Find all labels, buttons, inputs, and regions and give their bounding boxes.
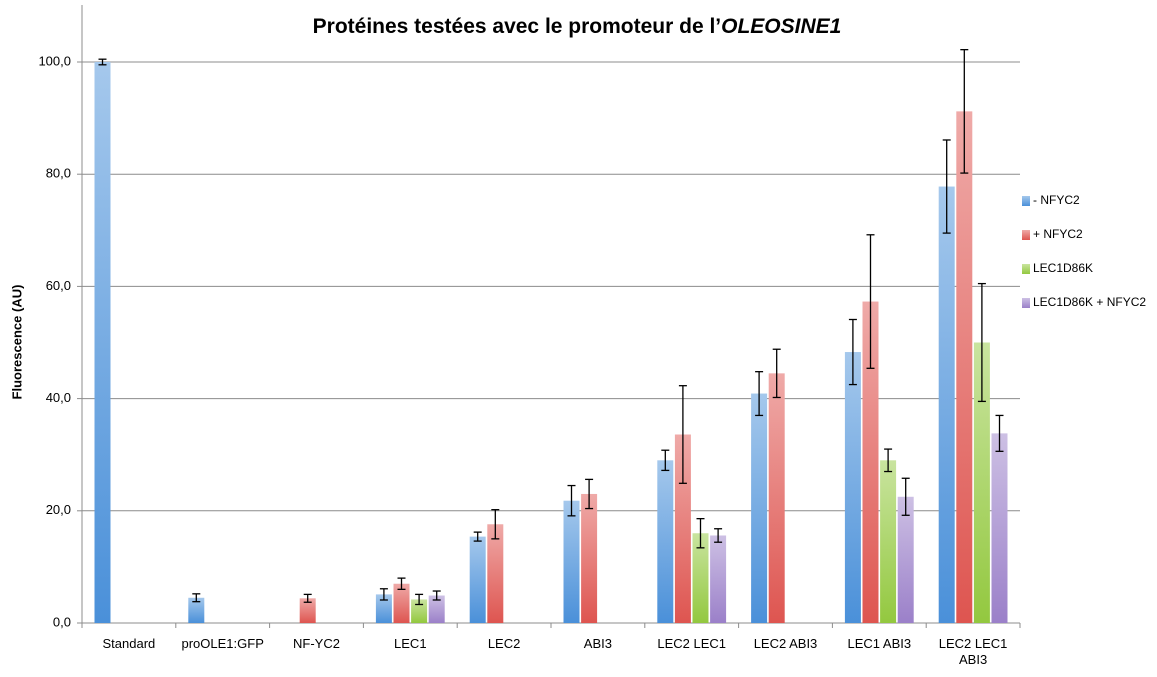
error-bar	[473, 531, 482, 542]
error-bar	[884, 448, 893, 473]
error-bar	[960, 49, 969, 174]
bar	[862, 301, 879, 623]
x-tick-label: ABI3	[583, 636, 612, 651]
y-axis-title: Fluorescence (AU)	[9, 285, 24, 400]
bar	[692, 533, 709, 623]
y-tick-label: 0,0	[53, 614, 71, 629]
x-tick-label: Standard	[102, 636, 156, 651]
bar	[751, 393, 768, 623]
bar	[393, 583, 410, 623]
x-tick-label: LEC2 LEC1 ABI3	[938, 636, 1008, 667]
legend-label: + NFYC2	[1033, 227, 1083, 241]
error-bar	[866, 234, 875, 369]
bar	[299, 598, 316, 623]
bar	[938, 186, 955, 624]
y-tick-label: 80,0	[46, 166, 71, 181]
error-bar	[755, 371, 764, 417]
error-bar	[995, 414, 1004, 452]
error-bar	[714, 528, 723, 543]
bar	[188, 597, 205, 623]
title-part: OLEOSINE1	[721, 15, 841, 38]
bar	[563, 500, 580, 623]
bar	[375, 594, 392, 623]
bar	[469, 536, 486, 623]
error-bar	[942, 139, 951, 234]
bar	[956, 111, 973, 624]
bar	[428, 595, 445, 623]
y-tick-label: 20,0	[46, 502, 71, 517]
bar	[411, 599, 428, 623]
y-tick-label: 60,0	[46, 278, 71, 293]
legend-label: - NFYC2	[1033, 193, 1080, 207]
x-tick-label: LEC1	[394, 636, 427, 651]
bar	[710, 535, 727, 623]
legend-swatch	[1022, 264, 1030, 274]
y-tick-label: 40,0	[46, 390, 71, 405]
bar	[657, 460, 674, 623]
error-bar	[772, 348, 781, 399]
bar	[768, 373, 785, 623]
legend-swatch	[1022, 196, 1030, 206]
y-tick-label: 100,0	[38, 53, 71, 68]
x-tick-label: LEC2 ABI3	[753, 636, 818, 651]
error-bar	[661, 449, 670, 472]
legend-swatch	[1022, 230, 1030, 240]
x-tick-label: LEC2	[487, 636, 521, 651]
error-bar	[567, 484, 576, 517]
title-part: Protéines testées avec le promoteur de l…	[313, 15, 722, 38]
bar	[581, 493, 598, 623]
error-bar	[397, 577, 406, 590]
x-tick-label: LEC1 ABI3	[847, 636, 912, 651]
bar	[973, 342, 990, 623]
error-bar	[848, 318, 857, 386]
error-bar	[585, 478, 594, 510]
bar	[897, 496, 914, 623]
error-bar	[98, 58, 107, 66]
error-bar	[379, 588, 388, 601]
error-bar	[303, 593, 312, 603]
error-bar	[678, 385, 687, 484]
error-bar	[901, 477, 910, 516]
bar	[94, 62, 111, 623]
error-bar	[696, 518, 705, 549]
bar	[880, 460, 897, 623]
legend-label: LEC1D86K	[1033, 261, 1093, 275]
legend-swatch	[1022, 298, 1030, 308]
bar	[487, 524, 504, 623]
error-bar	[192, 593, 201, 603]
bar	[844, 352, 861, 623]
x-tick-label: proOLE1:GFP	[181, 636, 264, 651]
error-bar	[415, 593, 424, 606]
legend-label: LEC1D86K + NFYC2	[1033, 295, 1146, 309]
bar	[674, 434, 691, 623]
chart-title: Protéines testées avec le promoteur de l…	[313, 15, 842, 38]
error-bar	[491, 509, 500, 540]
error-bar	[977, 282, 986, 403]
bar	[991, 433, 1008, 623]
x-tick-label: LEC2 LEC1	[657, 636, 727, 651]
x-tick-label: NF-YC2	[293, 636, 340, 651]
error-bar	[432, 590, 441, 601]
